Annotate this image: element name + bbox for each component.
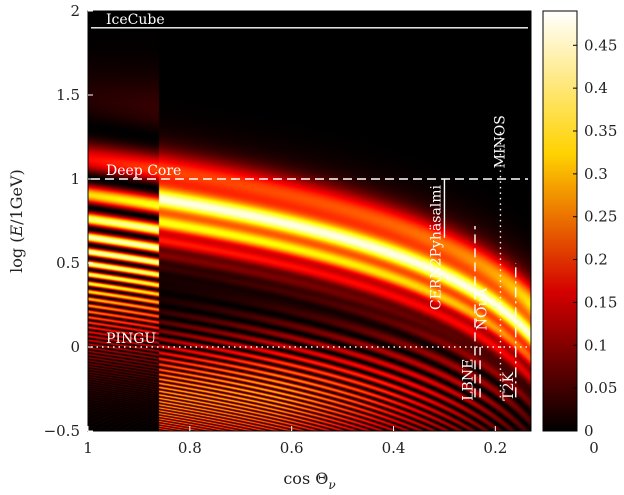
detector-overlays: IceCube Deep Core PINGU CERN2Pyhäsalmi NOνA L…: [91, 12, 528, 401]
colorbar-gradient: [542, 10, 578, 432]
detector-label-icecube: IceCube: [106, 12, 165, 28]
detector-label-deep-core: Deep Core: [106, 163, 181, 179]
y-tick-label: 0.5: [56, 254, 80, 272]
colorbar-tick-label: 0.2: [584, 251, 608, 269]
plot-frame: [87, 10, 532, 432]
colorbar: 0 0.05 0.1 0.15 0.2 0.25 0.3 0.35 0.4 0.45 0: [542, 10, 617, 457]
detector-label-t2k: T2K: [501, 372, 517, 401]
detector-label-no-a: NOνA: [475, 287, 491, 330]
x-tick-label: 0.2: [483, 439, 507, 457]
colorbar-tick-label: 0: [584, 422, 594, 440]
colorbar-bottom-label: 0: [589, 439, 599, 457]
colorbar-tick-label: 0.1: [584, 336, 608, 354]
y-tick-label: 1: [70, 170, 80, 188]
x-axis-label: cos Θν: [283, 469, 335, 492]
x-tick-label: 1: [83, 439, 93, 457]
y-tick-label: 2: [70, 2, 80, 20]
y-tick-label: 0: [70, 338, 80, 356]
y-tick-label: −0.5: [44, 422, 80, 440]
colorbar-tick-label: 0.05: [584, 379, 617, 397]
detector-label-cern2pyh-salmi: CERN2Pyhäsalmi: [428, 184, 444, 310]
x-tick-label: 0.8: [178, 439, 202, 457]
colorbar-tick-label: 0.45: [584, 36, 617, 54]
colorbar-tick-label: 0.15: [584, 293, 617, 311]
detector-label-lbne: LBNE: [460, 359, 476, 401]
plot-axes: 1 0.8 0.6 0.4 0.2 −0.5 0 0.5 1 1.5 2: [44, 2, 532, 457]
colorbar-tick-label: 0.35: [584, 122, 617, 140]
y-tick-label: 1.5: [56, 86, 80, 104]
x-tick-label: 0.6: [280, 439, 304, 457]
heatmap-plot-area: [88, 11, 531, 431]
detector-label-pingu: PINGU: [106, 331, 156, 347]
y-axis-label: log (E/1GeV): [7, 169, 26, 273]
colorbar-tick-label: 0.25: [584, 208, 617, 226]
detector-label-minos: MINOS: [492, 115, 508, 168]
axis-labels: cos Θν log (E/1GeV): [7, 169, 336, 492]
x-tick-label: 0.4: [382, 439, 406, 457]
heatmap-image: [88, 11, 531, 431]
colorbar-tick-label: 0.4: [584, 79, 608, 97]
colorbar-tick-label: 0.3: [584, 165, 608, 183]
